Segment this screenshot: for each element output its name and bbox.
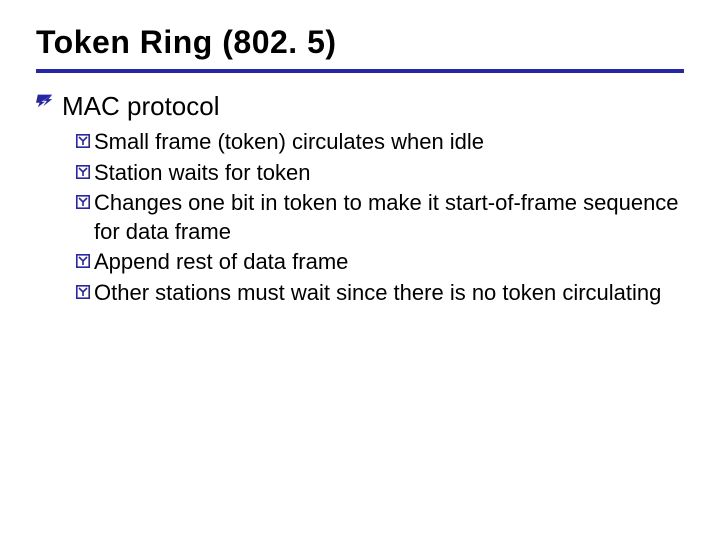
bullet-level1-item: MAC protocol [36, 91, 684, 122]
content-area: MAC protocol Small frame (token) circula… [36, 91, 684, 308]
boxed-y-icon [76, 134, 90, 148]
bullet-level2-item: Append rest of data frame [76, 248, 684, 277]
boxed-y-icon [76, 254, 90, 268]
bullet-level2-list: Small frame (token) circulates when idle… [76, 128, 684, 308]
bullet-level2-text: Other stations must wait since there is … [94, 279, 661, 308]
bullet-level1-text: MAC protocol [62, 91, 220, 122]
bullet-level2-text: Append rest of data frame [94, 248, 348, 277]
boxed-y-icon [76, 165, 90, 179]
boxed-y-icon [76, 195, 90, 209]
boxed-y-icon [76, 285, 90, 299]
bullet-level2-item: Other stations must wait since there is … [76, 279, 684, 308]
slide-title: Token Ring (802. 5) [36, 24, 684, 61]
bullet-level2-item: Small frame (token) circulates when idle [76, 128, 684, 157]
bullet-level2-text: Station waits for token [94, 159, 310, 188]
title-underline [36, 69, 684, 73]
bullet-level2-text: Small frame (token) circulates when idle [94, 128, 484, 157]
slide: Token Ring (802. 5) MAC protocol [0, 0, 720, 540]
bullet-level2-text: Changes one bit in token to make it star… [94, 189, 684, 246]
bullet-level2-item: Changes one bit in token to make it star… [76, 189, 684, 246]
bullet-level2-item: Station waits for token [76, 159, 684, 188]
title-area: Token Ring (802. 5) [36, 24, 684, 73]
decorative-z-icon [36, 91, 54, 109]
